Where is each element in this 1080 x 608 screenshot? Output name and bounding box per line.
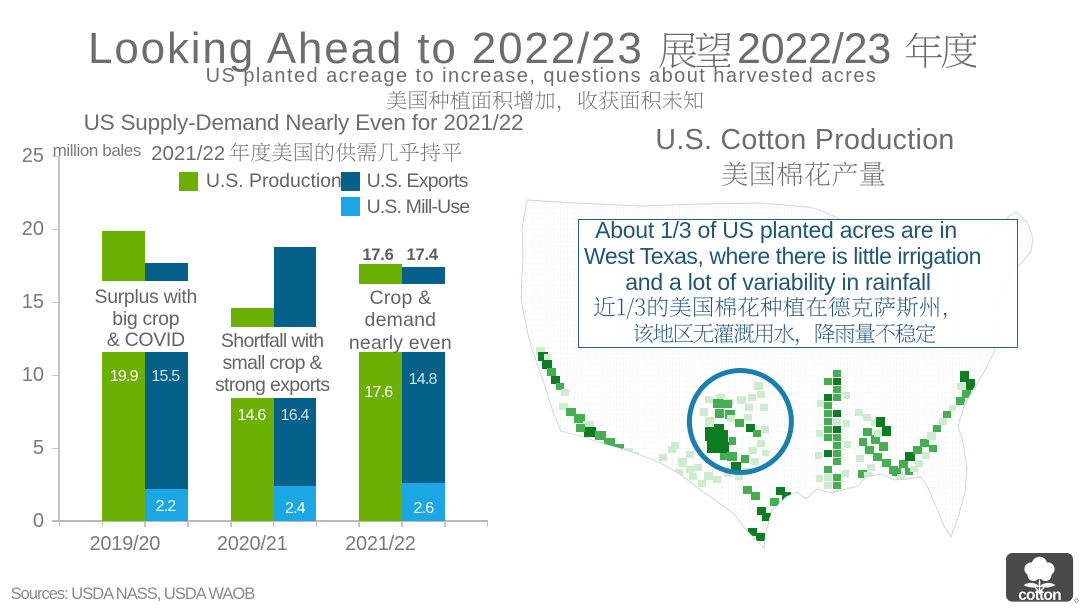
svg-text:cotton: cotton — [1018, 587, 1061, 604]
